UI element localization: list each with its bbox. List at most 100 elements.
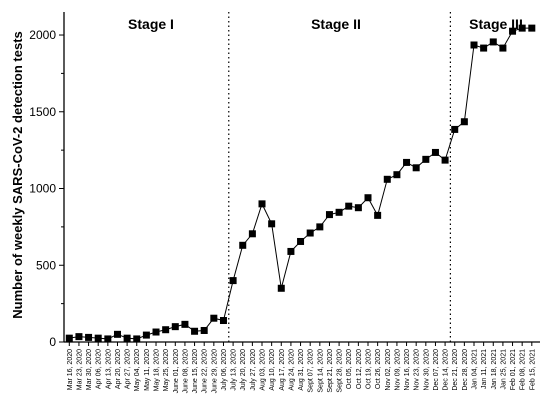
data-point — [200, 326, 208, 334]
data-point — [104, 335, 112, 343]
y-axis: 0 500 1000 1500 2000 — [29, 12, 65, 349]
stage-labels: Stage I Stage II Stage III — [128, 16, 523, 32]
x-tick-label: Mar 23, 2020 — [76, 349, 83, 390]
data-point — [219, 317, 227, 325]
data-point — [374, 211, 382, 219]
x-tick-label: Aug 24, 2020 — [288, 349, 295, 391]
data-point — [451, 125, 459, 133]
x-tick-label: July 13, 2020 — [231, 349, 238, 391]
data-point — [297, 237, 305, 245]
x-tick-label: Nov 16, 2020 — [404, 349, 411, 391]
data-point — [287, 247, 295, 255]
data-point — [412, 164, 420, 172]
x-tick-label: May 18, 2020 — [154, 349, 161, 392]
x-tick-label: Mar 30, 2020 — [86, 349, 93, 390]
series — [65, 24, 536, 343]
x-tick-label: Nov 09, 2020 — [394, 349, 401, 391]
x-tick-label: July 20, 2020 — [240, 349, 247, 391]
data-point — [489, 38, 497, 46]
x-tick-label: Oct 05, 2020 — [346, 349, 353, 389]
x-tick-label: May 04, 2020 — [134, 349, 141, 392]
y-tick-label: 0 — [49, 335, 56, 349]
x-tick-label: Sept 21, 2020 — [327, 349, 334, 393]
data-point — [364, 194, 372, 202]
x-tick-label: Jan 11, 2021 — [481, 349, 488, 389]
y-tick-label: 1000 — [29, 182, 56, 196]
data-point — [162, 326, 170, 334]
data-point — [248, 230, 256, 238]
data-point — [171, 323, 179, 331]
data-point — [499, 44, 507, 52]
data-point — [354, 204, 362, 212]
x-tick-label: May 11, 2020 — [144, 349, 151, 391]
x-tick-label: Feb 15, 2021 — [529, 349, 536, 390]
data-point — [422, 155, 430, 163]
x-tick-label: Nov 02, 2020 — [385, 349, 392, 391]
data-point — [460, 118, 468, 126]
data-point — [123, 334, 131, 342]
data-point — [480, 44, 488, 52]
data-point — [306, 229, 314, 237]
data-point — [383, 175, 391, 183]
series-line — [69, 27, 532, 340]
x-tick-label: Dec 07, 2020 — [433, 349, 440, 391]
data-point — [316, 223, 324, 231]
data-point — [268, 220, 276, 228]
x-tick-label: May 25, 2020 — [163, 349, 170, 392]
data-point — [210, 314, 218, 322]
data-point — [325, 211, 333, 219]
stage-label-2: Stage II — [311, 16, 361, 32]
x-tick-label: Dec 21, 2020 — [452, 349, 459, 391]
stage-dividers — [228, 12, 451, 342]
data-point — [431, 148, 439, 156]
x-tick-label: June 15, 2020 — [192, 349, 199, 393]
data-point — [470, 41, 478, 49]
y-axis-label: Number of weekly SARS-CoV-2 detection te… — [10, 31, 25, 319]
x-tick-label: Nov 30, 2020 — [423, 349, 430, 391]
y-tick-label: 500 — [36, 258, 56, 272]
data-point — [393, 171, 401, 179]
x-tick-label: Dec 14, 2020 — [443, 349, 450, 391]
x-tick-label: Sept 14, 2020 — [317, 349, 324, 393]
x-tick-label: Jan 04, 2021 — [471, 349, 478, 390]
data-point — [441, 156, 449, 164]
data-point — [518, 24, 526, 32]
x-tick-label: Oct 12, 2020 — [356, 349, 363, 389]
x-tick-label: Sept 28, 2020 — [337, 349, 344, 393]
x-tick-label: Sept 07, 2020 — [308, 349, 315, 393]
x-tick-label: Apr 20, 2020 — [115, 349, 122, 389]
x-tick-label: Nov 23, 2020 — [414, 349, 421, 391]
x-tick-label: June 08, 2020 — [182, 349, 189, 393]
data-point — [258, 200, 266, 208]
data-point — [94, 334, 102, 342]
x-tick-label: Aug 31, 2020 — [298, 349, 305, 391]
data-point — [191, 327, 199, 335]
data-point — [239, 241, 247, 249]
data-point — [85, 333, 93, 341]
data-point — [335, 208, 343, 216]
y-tick-label: 1500 — [29, 105, 56, 119]
x-tick-label: Apr 13, 2020 — [105, 349, 112, 389]
x-tick-label: Apr 06, 2020 — [96, 349, 103, 389]
x-tick-label: Feb 01, 2021 — [510, 349, 517, 390]
data-point — [403, 158, 411, 166]
data-point — [229, 277, 237, 285]
x-tick-label: Jan 18, 2021 — [491, 349, 498, 390]
data-point — [528, 24, 536, 32]
data-point — [75, 333, 83, 341]
y-tick-label: 2000 — [29, 28, 56, 42]
x-tick-label: Feb 08, 2021 — [520, 349, 527, 390]
data-point — [133, 335, 141, 343]
x-tick-label: July 06, 2020 — [221, 349, 228, 391]
x-tick-label: Oct 19, 2020 — [366, 349, 373, 389]
x-axis: Mar 16, 2020 Mar 23, 2020 Mar 30, 2020 Apr … — [64, 341, 540, 393]
x-tick-label: Oct 26, 2020 — [375, 349, 382, 389]
x-tick-label: June 01, 2020 — [173, 349, 180, 393]
data-point — [65, 334, 73, 342]
data-point — [277, 284, 285, 292]
x-tick-label: Apr 27, 2020 — [125, 349, 132, 389]
x-tick-label: Aug 03, 2020 — [260, 349, 267, 391]
x-tick-label: June 22, 2020 — [202, 349, 209, 393]
x-tick-label: Mar 16, 2020 — [67, 349, 74, 390]
